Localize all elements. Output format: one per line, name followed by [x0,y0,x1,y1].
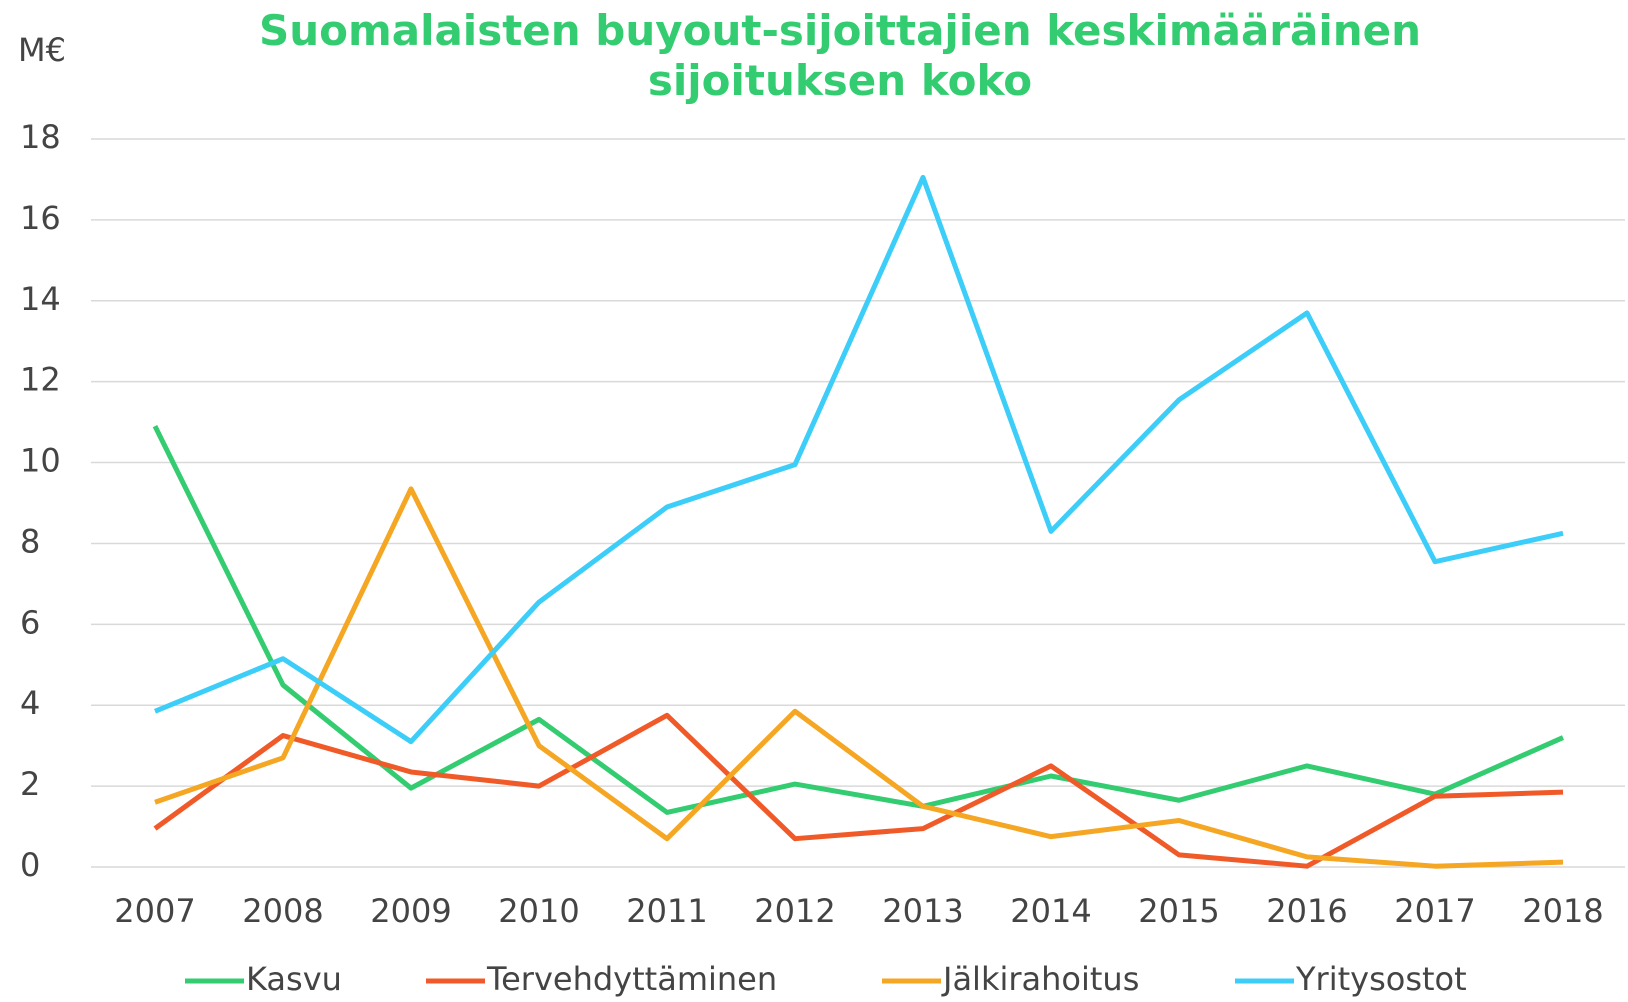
y-tick-label: 6 [20,603,40,641]
series-line [154,174,1564,745]
x-tick-label: 2010 [498,892,579,930]
x-tick-label: 2014 [1010,892,1091,930]
y-tick-label: 0 [20,846,40,884]
series-line [153,712,1564,869]
y-tick-label: 4 [20,684,40,722]
legend-label: Kasvu [246,960,342,998]
x-tick-label: 2008 [242,892,323,930]
legend-label: Yritysostot [1295,960,1467,998]
chart-title: Suomalaisten buyout-sijoittajien keskimä… [258,6,1422,105]
y-tick-label: 10 [20,442,61,480]
x-tick-label: 2018 [1522,892,1603,930]
x-tick-label: 2009 [370,892,451,930]
y-tick-label: 8 [20,522,40,560]
x-tick-label: 2011 [626,892,707,930]
x-tick-label: 2013 [882,892,963,930]
x-tick-label: 2012 [754,892,835,930]
x-tick-label: 2017 [1394,892,1475,930]
x-tick-label: 2016 [1266,892,1347,930]
series-line [152,425,1565,815]
series-line [154,486,1564,869]
x-tick-label: 2015 [1138,892,1219,930]
legend-label: Tervehdyttäminen [486,960,777,998]
legend-label: Jälkirahoitus [941,960,1139,998]
x-tick-label: 2007 [114,892,195,930]
y-tick-label: 2 [20,765,40,803]
y-tick-label: 18 [20,118,61,156]
y-axis-label: M€ [18,31,66,69]
y-tick-label: 12 [20,361,61,399]
y-tick-label: 16 [20,199,61,237]
y-tick-label: 14 [20,280,61,318]
